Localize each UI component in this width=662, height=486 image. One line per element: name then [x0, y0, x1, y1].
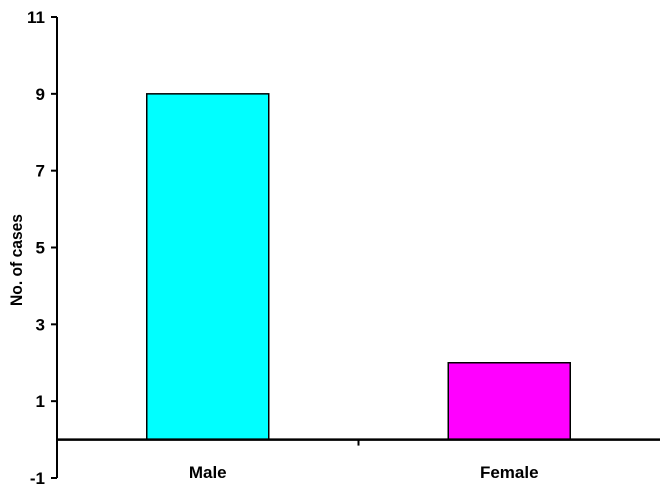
bar-female [447, 362, 571, 441]
y-tick-label: 11 [27, 8, 45, 27]
y-ticks-group: -1 1 3 5 7 9 11 [27, 8, 57, 486]
y-tick-label: 7 [36, 162, 45, 181]
x-labels-group: Male Female [189, 439, 539, 482]
x-category-label: Female [480, 463, 539, 482]
y-tick-label: 9 [36, 85, 45, 104]
bar-male [146, 93, 270, 441]
y-tick-label: 5 [36, 239, 45, 258]
x-category-label: Male [189, 463, 227, 482]
bars-group [146, 93, 571, 441]
y-axis-title: No. of cases [7, 214, 26, 306]
y-tick-label: 1 [36, 392, 45, 411]
y-tick-label: -1 [30, 469, 45, 486]
y-tick-label: 3 [36, 315, 45, 334]
